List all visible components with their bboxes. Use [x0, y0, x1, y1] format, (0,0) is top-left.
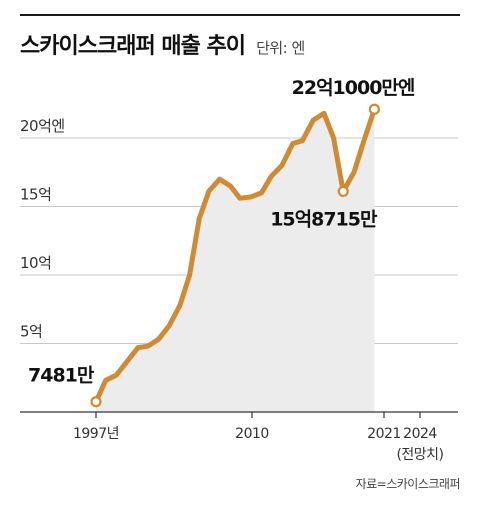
sales-line [93, 106, 377, 405]
data-label: 7481만 [28, 365, 95, 387]
point-marker [90, 396, 102, 408]
data-label: 15억8715만 [270, 208, 378, 230]
y-tick-label: 10억 [20, 254, 51, 272]
data-label: 22억1000만엔 [292, 77, 415, 99]
x-tick-label: 2024 [403, 426, 437, 442]
title-row: 스카이스크래퍼 매출 추이 단위: 엔 [20, 28, 305, 60]
chart-title: 스카이스크래퍼 매출 추이 [20, 34, 246, 59]
x-tick-note: (전망치) [396, 447, 443, 463]
point-marker [368, 103, 380, 115]
x-tick-label: 2021 [367, 426, 401, 442]
y-tick-label: 5억 [20, 323, 42, 341]
sales-area-fill [96, 109, 375, 412]
point-marker [337, 185, 349, 198]
unit-label: 단위: 엔 [256, 39, 305, 57]
y-tick-label: 20억엔 [20, 117, 65, 135]
x-tick-label: 1997년 [73, 426, 119, 442]
x-tick-label: 2010 [235, 426, 269, 442]
source-note: 자료=스카이스크래퍼 [355, 477, 461, 491]
y-tick-label: 15억 [20, 186, 51, 204]
top-rule [20, 14, 460, 16]
